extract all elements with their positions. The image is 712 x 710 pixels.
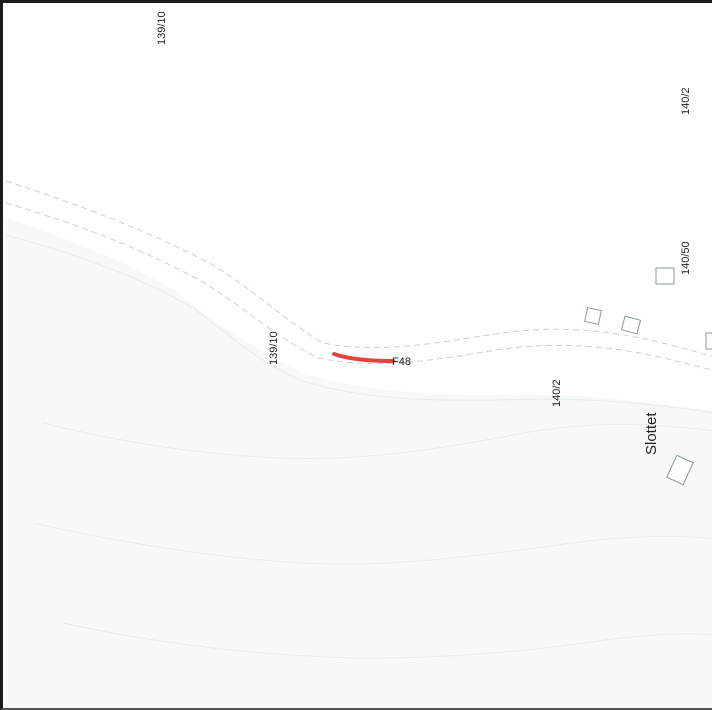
place-name-label: Slottet <box>643 412 660 455</box>
contour-line <box>62 622 712 659</box>
building <box>705 332 712 350</box>
road-label: F48 <box>392 356 411 368</box>
parcel-label: 140/2 <box>551 379 563 407</box>
road-edge-lower <box>5 202 712 371</box>
parcel-label: 139/10 <box>268 331 280 365</box>
parcel-label: 139/10 <box>156 11 168 45</box>
contour-line <box>5 234 712 414</box>
buildings <box>584 267 712 486</box>
highlighted-road-segment[interactable] <box>332 352 395 363</box>
road-edge-upper <box>5 180 712 357</box>
contour-line <box>42 422 712 459</box>
road <box>5 180 712 371</box>
map-canvas: F48 139/10 140/2 140/50 139/10 140/2 Slo… <box>5 11 712 708</box>
building <box>584 307 602 325</box>
building <box>666 454 694 486</box>
contour-line <box>32 522 712 565</box>
building <box>620 315 642 335</box>
contour-lines <box>5 234 712 659</box>
parcel-label: 140/50 <box>680 241 692 275</box>
parcel-label: 140/2 <box>680 87 692 115</box>
terrain-shade <box>6 218 712 708</box>
building <box>655 267 675 285</box>
